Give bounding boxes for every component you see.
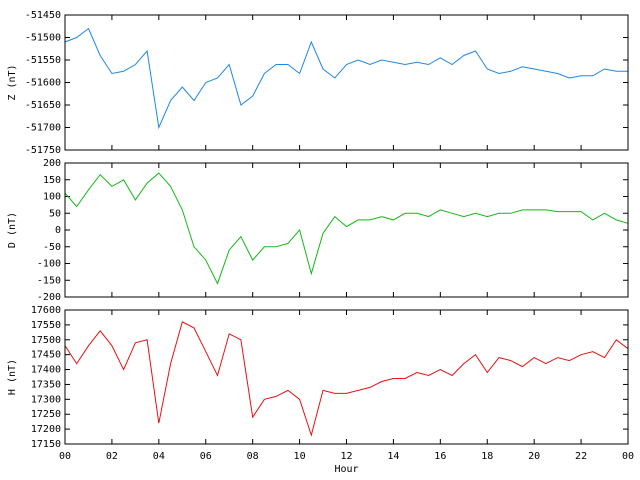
y-tick-label: -51650 — [25, 100, 61, 111]
x-tick-label: 18 — [481, 451, 493, 462]
y-tick-label: -51700 — [25, 123, 61, 134]
y-tick-label: 17300 — [31, 394, 61, 405]
x-tick-label: 08 — [247, 451, 259, 462]
x-tick-label: 12 — [340, 451, 352, 462]
y-tick-label: -51450 — [25, 10, 61, 21]
panel-frame — [64, 309, 629, 445]
y-tick-label: 17350 — [31, 379, 61, 390]
y-tick-label: 50 — [49, 208, 61, 219]
y-tick-label: 17250 — [31, 409, 61, 420]
y-tick-label: 17400 — [31, 365, 61, 376]
y-tick-label: 17150 — [31, 439, 61, 450]
y-tick-label: 200 — [43, 158, 61, 169]
x-tick-label: 02 — [106, 451, 118, 462]
y-tick-label: 150 — [43, 175, 61, 186]
y-tick-label: 17200 — [31, 424, 61, 435]
data-line — [64, 27, 628, 130]
y-tick-label: -50 — [43, 242, 61, 253]
y-axis-label: H (nT) — [7, 359, 18, 395]
x-tick-label: 00 — [622, 451, 634, 462]
y-tick-label: -51750 — [25, 145, 61, 156]
x-tick-label: 00 — [59, 451, 71, 462]
y-tick-label: 17550 — [31, 320, 61, 331]
x-tick-label: 04 — [153, 451, 165, 462]
y-axis-label: D (nT) — [7, 212, 18, 248]
x-tick-label: 10 — [294, 451, 306, 462]
panel-frame — [64, 14, 629, 151]
data-line — [64, 172, 629, 285]
x-tick-label: 06 — [200, 451, 212, 462]
x-axis-label: Hour — [334, 464, 358, 475]
y-tick-label: 17500 — [31, 335, 61, 346]
y-tick-label: 0 — [55, 225, 61, 236]
y-tick-label: -51550 — [25, 55, 61, 66]
y-tick-label: 100 — [43, 192, 61, 203]
y-tick-label: -150 — [37, 275, 61, 286]
data-line — [64, 321, 629, 437]
x-tick-label: 14 — [387, 451, 399, 462]
panel-frame — [64, 162, 629, 298]
y-axis-label: Z (nT) — [7, 64, 18, 100]
y-tick-label: -51600 — [25, 78, 61, 89]
y-tick-label: -100 — [37, 259, 61, 270]
y-tick-label: 17450 — [31, 350, 61, 361]
y-tick-label: -200 — [37, 292, 61, 303]
x-tick-label: 16 — [434, 451, 446, 462]
x-tick-label: 20 — [528, 451, 540, 462]
x-tick-label: 22 — [575, 451, 587, 462]
y-tick-label: -51500 — [25, 33, 61, 44]
y-tick-label: 17600 — [31, 305, 61, 316]
